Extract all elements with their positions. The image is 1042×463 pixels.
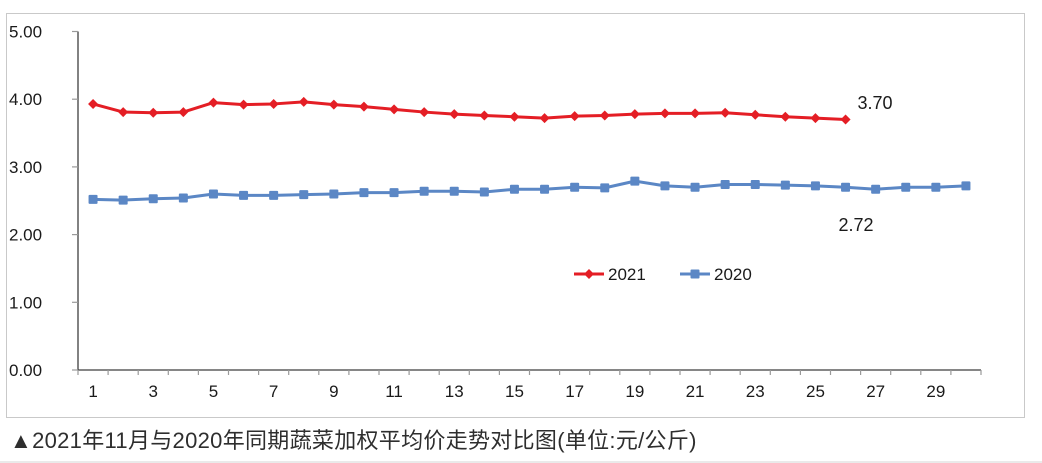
x-tick-label: 19 <box>625 382 644 401</box>
y-tick-label: 0.00 <box>9 361 42 380</box>
data-point-marker <box>479 110 490 121</box>
data-point-marker <box>871 184 881 194</box>
value-label-2021: 3.70 <box>857 93 892 113</box>
data-point-marker <box>599 110 610 121</box>
data-point-marker <box>269 190 279 200</box>
data-point-marker <box>239 190 249 200</box>
x-tick-label: 29 <box>926 382 945 401</box>
data-point-marker <box>118 195 128 205</box>
x-tick-label: 3 <box>149 382 158 401</box>
data-point-marker <box>659 108 670 119</box>
series-line-2020 <box>91 179 968 202</box>
y-tick-label: 5.00 <box>9 23 42 42</box>
data-point-marker <box>931 182 941 192</box>
legend-item-2021: 2021 <box>574 265 646 284</box>
data-point-marker <box>419 186 429 196</box>
data-point-marker <box>750 180 760 190</box>
data-point-marker <box>961 181 971 191</box>
x-tick-label: 5 <box>209 382 218 401</box>
data-point-marker <box>329 189 339 199</box>
legend-item-2020: 2020 <box>680 265 752 284</box>
data-point-marker <box>328 99 339 110</box>
axes: 5.004.003.002.001.000.001 3 5 7 9 11 13 15 17 19 2… <box>9 23 982 401</box>
data-point-marker <box>449 186 459 196</box>
y-tick-label: 4.00 <box>9 90 42 109</box>
data-point-marker <box>810 181 820 191</box>
x-tick-label: 21 <box>686 382 705 401</box>
data-point-marker <box>629 109 640 120</box>
data-point-marker <box>584 269 594 279</box>
data-point-marker <box>901 182 911 192</box>
data-point-marker <box>358 101 369 112</box>
legend-label: 2021 <box>608 265 646 284</box>
bottom-divider <box>0 461 1042 463</box>
data-point-marker <box>810 113 821 124</box>
data-point-marker <box>540 184 550 194</box>
data-point-marker <box>268 98 279 109</box>
data-point-marker <box>208 97 219 108</box>
legend-label: 2020 <box>714 265 752 284</box>
data-point-marker <box>630 176 640 186</box>
data-point-marker <box>750 109 761 120</box>
data-point-marker <box>238 99 249 110</box>
x-tick-label: 23 <box>746 382 765 401</box>
data-point-marker <box>148 107 159 118</box>
data-point-marker <box>88 194 98 204</box>
data-point-marker <box>359 188 369 198</box>
data-point-marker <box>299 190 309 200</box>
data-point-marker <box>569 111 580 122</box>
x-tick-label: 17 <box>565 382 584 401</box>
x-tick-label: 25 <box>806 382 825 401</box>
data-point-marker <box>389 188 399 198</box>
data-point-marker <box>720 180 730 190</box>
series-line-2021 <box>91 100 848 122</box>
data-point-marker <box>570 182 580 192</box>
data-point-marker <box>690 182 700 192</box>
data-point-marker <box>148 194 158 204</box>
data-point-marker <box>690 108 701 119</box>
data-point-marker <box>178 193 188 203</box>
data-point-marker <box>178 107 189 118</box>
data-point-marker <box>780 180 790 190</box>
data-point-marker <box>479 187 489 197</box>
x-tick-label: 27 <box>866 382 885 401</box>
data-point-marker <box>88 98 99 109</box>
data-point-marker <box>780 111 791 122</box>
chart-caption: ▲2021年11月与2020年同期蔬菜加权平均价走势对比图(单位:元/公斤) <box>10 428 697 453</box>
data-point-marker <box>720 107 731 118</box>
data-point-marker <box>840 114 851 125</box>
data-point-marker <box>509 184 519 194</box>
x-tick-label: 9 <box>329 382 338 401</box>
data-point-marker <box>660 181 670 191</box>
data-point-marker <box>419 107 430 118</box>
line-chart: 5.004.003.002.001.000.001 3 5 7 9 11 13 15 17 19 2… <box>9 23 982 401</box>
data-point-marker <box>509 111 520 122</box>
x-tick-label: 11 <box>385 382 403 401</box>
data-point-marker <box>690 269 700 279</box>
data-point-marker <box>539 113 550 124</box>
data-point-marker <box>298 96 309 107</box>
data-point-marker <box>389 104 400 115</box>
x-tick-label: 1 <box>88 382 97 401</box>
chart-panel: 5.00 4.00 3.00 2.00 1.00 0.00 1 3 5 7 9 11 13 15 17 19 2… <box>6 13 1025 418</box>
data-point-marker <box>841 182 851 192</box>
data-point-marker <box>118 107 129 118</box>
series-2020 <box>88 176 971 205</box>
x-tick-label: 7 <box>269 382 278 401</box>
value-label-2020: 2.72 <box>838 215 873 235</box>
x-tick-label: 13 <box>445 382 464 401</box>
y-tick-label: 2.00 <box>9 226 42 245</box>
y-tick-label: 1.00 <box>9 293 42 312</box>
x-tick-label: 15 <box>505 382 524 401</box>
series-2021 <box>88 96 851 125</box>
data-point-marker <box>208 189 218 199</box>
data-point-marker <box>449 109 460 120</box>
y-tick-label: 3.00 <box>9 158 42 177</box>
data-point-marker <box>600 183 610 193</box>
